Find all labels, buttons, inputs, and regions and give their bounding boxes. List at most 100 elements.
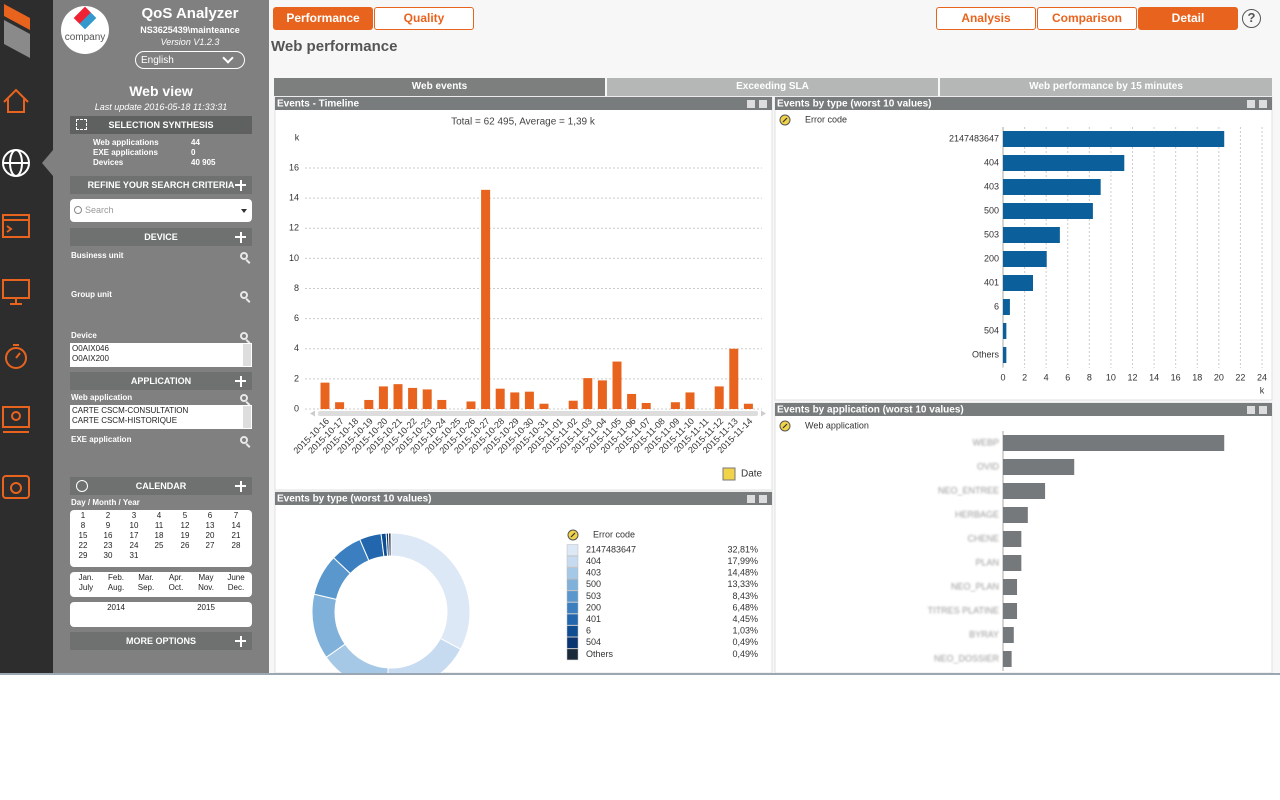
legend-swatch: [566, 637, 579, 649]
day[interactable]: 19: [180, 531, 190, 540]
bar: [524, 391, 534, 409]
y-tick-label: NEO_ENTREE: [938, 485, 999, 495]
active-pointer: [42, 150, 53, 176]
synthesis-label: Web applications: [93, 138, 159, 147]
bar: [583, 378, 593, 409]
search-icon[interactable]: [240, 394, 248, 402]
day[interactable]: 17: [129, 531, 139, 540]
day[interactable]: 30: [103, 551, 113, 560]
day[interactable]: 8: [80, 521, 86, 530]
tab[interactable]: Exceeding SLA: [607, 78, 938, 96]
month[interactable]: Nov.: [198, 583, 214, 592]
legend-icon-arrow: [782, 117, 788, 123]
day[interactable]: 6: [207, 511, 213, 520]
month[interactable]: June: [227, 573, 245, 582]
day[interactable]: 3: [131, 511, 137, 520]
legend-label: 504: [586, 637, 601, 647]
day[interactable]: 1: [80, 511, 86, 520]
day[interactable]: 29: [78, 551, 88, 560]
tab[interactable]: Web events: [274, 78, 605, 96]
day[interactable]: 9: [105, 521, 111, 530]
list-item[interactable]: CARTE CSCM-HISTORIQUE: [72, 416, 178, 425]
month[interactable]: May: [198, 573, 214, 582]
day[interactable]: 22: [78, 541, 88, 550]
day[interactable]: 26: [180, 541, 190, 550]
legend-swatch: [566, 648, 579, 661]
day[interactable]: 13: [205, 521, 215, 530]
day[interactable]: 15: [78, 531, 88, 540]
month[interactable]: Feb.: [107, 573, 124, 582]
x-tick-label: 14: [1149, 372, 1159, 382]
legend-value: 0,49%: [732, 637, 758, 647]
bar: [1003, 627, 1014, 643]
plus-icon[interactable]: [239, 179, 242, 191]
search-box[interactable]: Search: [70, 199, 252, 222]
day[interactable]: 5: [182, 511, 188, 520]
language-select[interactable]: English: [135, 51, 245, 69]
day[interactable]: 14: [231, 521, 241, 530]
day[interactable]: 16: [103, 531, 113, 540]
day[interactable]: 10: [129, 521, 139, 530]
month[interactable]: Aug.: [107, 583, 125, 592]
day[interactable]: 2: [105, 511, 111, 520]
year[interactable]: 2014: [107, 603, 125, 612]
nav-button[interactable]: Analysis: [936, 7, 1036, 30]
x-tick-label: 0: [1000, 372, 1005, 382]
y-tick-label: BYRAY: [969, 629, 999, 639]
tab[interactable]: Web performance by 15 minutes: [940, 78, 1272, 96]
bar: [597, 380, 607, 409]
month[interactable]: Oct.: [168, 583, 184, 592]
month[interactable]: Jan.: [78, 573, 94, 582]
legend-title: Error code: [805, 114, 847, 124]
legend-label: 403: [586, 568, 601, 578]
y-tick-label: WEBP: [972, 437, 999, 447]
day[interactable]: 21: [231, 531, 241, 540]
plus-icon[interactable]: [239, 375, 242, 387]
month[interactable]: July: [78, 583, 94, 592]
section-header: MORE OPTIONS: [70, 632, 252, 650]
year[interactable]: 2015: [197, 603, 215, 612]
month[interactable]: Apr.: [168, 573, 184, 582]
plus-icon[interactable]: [239, 231, 242, 243]
day[interactable]: 24: [129, 541, 139, 550]
bar: [1003, 203, 1093, 219]
search-icon[interactable]: [240, 252, 248, 260]
list-item[interactable]: O0AIX200: [72, 353, 109, 363]
day[interactable]: 25: [154, 541, 164, 550]
list-item[interactable]: CARTE CSCM-CONSULTATION: [72, 406, 189, 415]
list-item[interactable]: O0AIX046: [72, 344, 109, 353]
bar: [495, 388, 505, 409]
nav-button[interactable]: Performance: [273, 7, 373, 30]
month[interactable]: Sep.: [137, 583, 155, 592]
panel-icon: [759, 495, 767, 503]
search-icon[interactable]: [240, 332, 248, 340]
day[interactable]: 18: [154, 531, 164, 540]
console-icon: [2, 214, 30, 238]
legend-swatch: [566, 555, 579, 568]
search-icon[interactable]: [240, 291, 248, 299]
x-tick-label: 12: [1127, 372, 1137, 382]
field-label: Web application: [71, 393, 133, 402]
month[interactable]: Dec.: [227, 583, 245, 592]
month[interactable]: Mar.: [138, 573, 154, 582]
day[interactable]: 28: [231, 541, 241, 550]
home-icon: [3, 88, 29, 113]
day[interactable]: 11: [154, 521, 164, 530]
plus-icon[interactable]: [239, 480, 242, 492]
day[interactable]: 31: [129, 551, 139, 560]
day[interactable]: 27: [205, 541, 215, 550]
field-label: Group unit: [71, 290, 112, 299]
nav-button[interactable]: Quality: [374, 7, 474, 30]
plus-icon[interactable]: [239, 635, 242, 647]
day[interactable]: 7: [233, 511, 239, 520]
day[interactable]: 23: [103, 541, 113, 550]
nav-button[interactable]: Comparison: [1037, 7, 1137, 30]
help-button[interactable]: ?: [1242, 9, 1261, 28]
day[interactable]: 12: [180, 521, 190, 530]
app-title: QoS Analyzer: [141, 5, 239, 22]
day[interactable]: 4: [156, 511, 162, 520]
day[interactable]: 20: [205, 531, 215, 540]
nav-button[interactable]: Detail: [1138, 7, 1238, 30]
search-icon[interactable]: [240, 436, 248, 444]
